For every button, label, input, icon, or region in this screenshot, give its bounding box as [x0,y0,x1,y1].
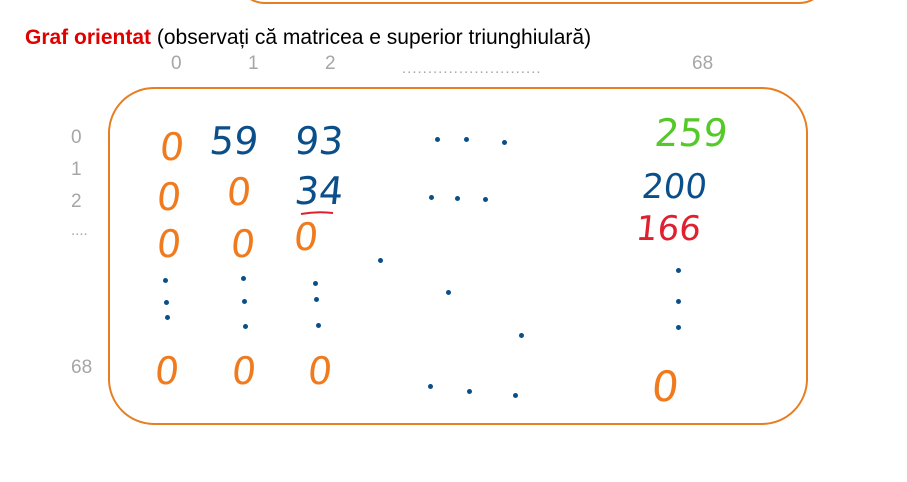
title-note: (observați că matricea e superior triung… [151,26,592,49]
vertical-dot [241,276,246,281]
cell-2-68: 166 [633,209,704,249]
cell-0-68: 259 [652,111,730,155]
ellipsis-dot [464,137,469,142]
vertical-dot [164,300,169,305]
adjacency-matrix-frame [108,87,808,425]
cell-1-68: 200 [639,167,710,207]
cell-0-0: 0 [157,125,187,169]
ellipsis-dot [428,384,433,389]
vertical-dot [316,323,321,328]
vertical-dot [242,299,247,304]
row-header-1: 1 [71,159,82,180]
row-header-2: 2 [71,191,82,212]
cell-2-1: 0 [228,222,258,266]
diagonal-dot [519,333,524,338]
vertical-dot [243,324,248,329]
ellipsis-dot [513,393,518,398]
col-header-ellipsis: ........................... [402,60,542,77]
vertical-dot [163,278,168,283]
col-header-2: 2 [325,53,336,74]
col-header-0: 0 [171,53,182,74]
ellipsis-dot [467,389,472,394]
vertical-dot [165,315,170,320]
cell-68-68: 0 [649,362,682,411]
underline-mark [300,211,334,215]
cell-1-0: 0 [154,175,184,219]
row-header-0: 0 [71,127,82,148]
cell-0-2: 93 [292,119,346,163]
vertical-dot [314,297,319,302]
ellipsis-dot [502,140,507,145]
ellipsis-dot [429,195,434,200]
diagonal-dot [378,258,383,263]
cell-68-0: 0 [152,349,182,393]
col-header-68: 68 [692,53,714,74]
ellipsis-dot [435,137,440,142]
row-header-68: 68 [71,357,93,378]
vertical-dot [313,281,318,286]
cell-68-1: 0 [229,349,259,393]
row-header-ellipsis: .... [71,222,88,239]
cell-68-2: 0 [305,349,335,393]
cell-1-1: 0 [224,170,254,214]
previous-slide-frame-edge [235,0,829,4]
vertical-dot [676,268,681,273]
cell-2-2: 0 [291,215,321,259]
vertical-dot [676,325,681,330]
cell-2-0: 0 [154,222,184,266]
cell-0-1: 59 [207,119,261,163]
slide-title: Graf orientat (observați că matricea e s… [25,26,591,50]
ellipsis-dot [483,197,488,202]
diagonal-dot [446,290,451,295]
col-header-1: 1 [248,53,259,74]
title-strong: Graf orientat [25,26,152,49]
cell-1-2: 34 [292,169,346,213]
ellipsis-dot [455,196,460,201]
vertical-dot [676,299,681,304]
